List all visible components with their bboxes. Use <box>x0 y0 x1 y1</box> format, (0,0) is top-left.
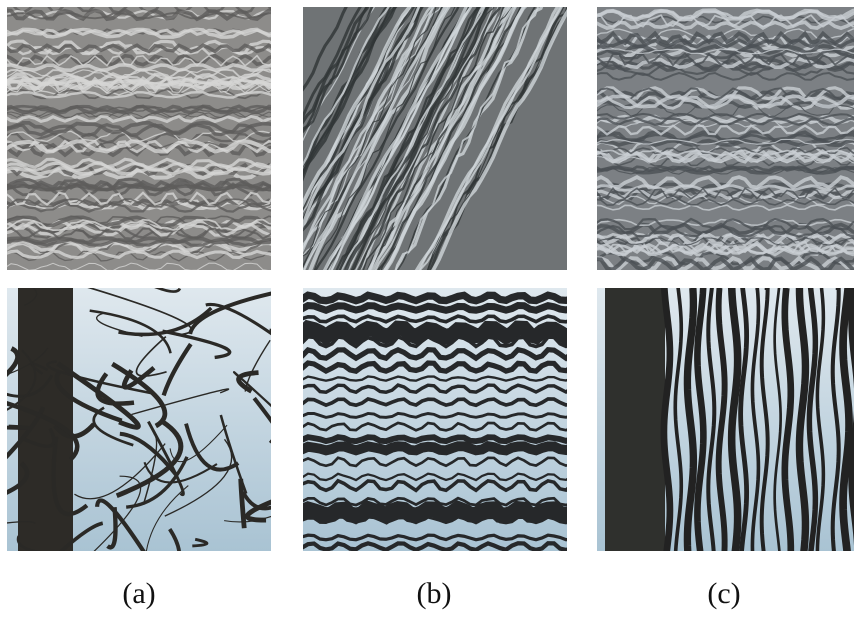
page: (a) (b) (c) (() => { const data = JSON.p… <box>0 0 854 617</box>
figure: (a) (b) (c) <box>0 0 854 617</box>
caption: (a) <box>122 577 155 610</box>
panel-b-bottom <box>290 288 578 551</box>
texture <box>605 288 665 551</box>
panel-c-top <box>577 7 854 270</box>
panel-c-bottom <box>597 288 854 552</box>
panel-a-bottom <box>0 257 313 599</box>
texture <box>290 446 578 450</box>
caption: (b) <box>417 577 452 610</box>
texture <box>0 427 28 428</box>
caption: (c) <box>707 577 740 610</box>
texture <box>290 328 578 336</box>
texture <box>290 509 578 516</box>
texture <box>270 281 298 330</box>
panel-a-top <box>0 1 287 270</box>
